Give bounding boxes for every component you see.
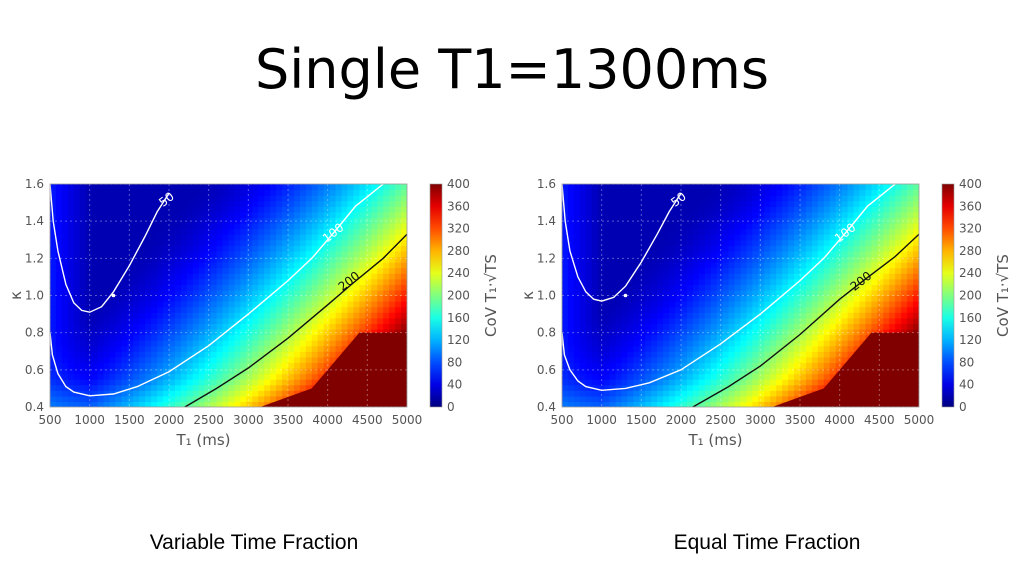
x-tick-label: 4500 xyxy=(352,413,383,427)
contour-line-50 xyxy=(562,184,682,302)
colorbar-tick-label: 240 xyxy=(447,266,470,280)
colorbar-tick-label: 120 xyxy=(959,333,982,347)
saturated-region xyxy=(772,332,919,407)
plot-frame xyxy=(49,183,408,408)
colorbar-tick-label: 360 xyxy=(959,199,982,213)
x-tick-label: 2000 xyxy=(666,413,697,427)
colorbar xyxy=(941,183,955,408)
y-axis-label: κ xyxy=(519,291,537,300)
x-axis-label: T₁ (ms) xyxy=(175,431,230,449)
contour-line-100 xyxy=(50,184,384,397)
colorbar-tick-label: 80 xyxy=(447,355,462,369)
x-tick-label: 5000 xyxy=(904,413,935,427)
x-tick-label: 1500 xyxy=(626,413,657,427)
marker-point xyxy=(623,293,628,298)
caption-variable-time-fraction: Variable Time Fraction xyxy=(149,531,359,554)
x-tick-label: 1000 xyxy=(74,413,105,427)
y-tick-label: 1.2 xyxy=(537,251,556,265)
x-tick-label: 5000 xyxy=(392,413,423,427)
colorbar-tick-label: 0 xyxy=(447,400,455,414)
contour-line-100 xyxy=(562,184,896,392)
colorbar-tick-label: 400 xyxy=(959,177,982,191)
slide-title: Single T1=1300ms xyxy=(255,38,769,101)
x-tick-label: 2000 xyxy=(154,413,185,427)
y-tick-label: 0.8 xyxy=(537,326,556,340)
x-tick-label: 4000 xyxy=(312,413,343,427)
x-tick-label: 500 xyxy=(551,413,574,427)
y-tick-label: 1.6 xyxy=(537,177,556,191)
saturated-region xyxy=(260,332,407,407)
colorbar-tick-label: 160 xyxy=(959,311,982,325)
x-tick-label: 4500 xyxy=(864,413,895,427)
x-tick-label: 4000 xyxy=(824,413,855,427)
colorbar-tick-label: 320 xyxy=(447,222,470,236)
colorbar-tick-label: 40 xyxy=(959,378,974,392)
heatmap-cells xyxy=(562,184,919,407)
contour-line-50 xyxy=(50,184,170,313)
heatmap-cells xyxy=(50,184,407,407)
y-tick-label: 1.6 xyxy=(25,177,44,191)
colorbar-tick-label: 240 xyxy=(959,266,982,280)
colorbar-tick-label: 40 xyxy=(447,378,462,392)
x-tick-label: 2500 xyxy=(193,413,224,427)
colorbar-label: CoV T₁·√TS xyxy=(482,254,500,337)
contour-line-200 xyxy=(184,233,407,407)
x-tick-label: 1000 xyxy=(586,413,617,427)
x-tick-label: 3500 xyxy=(785,413,816,427)
y-tick-label: 1.0 xyxy=(537,289,556,303)
colorbar-tick-label: 320 xyxy=(959,222,982,236)
x-tick-label: 500 xyxy=(39,413,62,427)
x-axis-label: T₁ (ms) xyxy=(687,431,742,449)
colorbar-label: CoV T₁·√TS xyxy=(994,254,1012,337)
x-tick-label: 2500 xyxy=(705,413,736,427)
colorbar-tick-label: 200 xyxy=(959,289,982,303)
contour-line-200 xyxy=(692,233,919,407)
y-tick-label: 0.4 xyxy=(25,400,44,414)
colorbar xyxy=(429,183,443,408)
colorbar-tick-label: 280 xyxy=(447,244,470,258)
colorbar-tick-label: 400 xyxy=(447,177,470,191)
y-tick-label: 0.6 xyxy=(25,363,44,377)
y-tick-label: 1.2 xyxy=(25,251,44,265)
x-tick-label: 1500 xyxy=(114,413,145,427)
x-tick-label: 3000 xyxy=(233,413,264,427)
colorbar-tick-label: 0 xyxy=(959,400,967,414)
y-tick-label: 0.4 xyxy=(537,400,556,414)
colorbar-tick-label: 280 xyxy=(959,244,982,258)
y-axis-label: κ xyxy=(7,291,25,300)
plot-frame xyxy=(561,183,920,408)
colorbar-tick-label: 80 xyxy=(959,355,974,369)
x-tick-label: 3000 xyxy=(745,413,776,427)
y-tick-label: 0.6 xyxy=(537,363,556,377)
colorbar-tick-label: 360 xyxy=(447,199,470,213)
y-tick-label: 1.0 xyxy=(25,289,44,303)
y-tick-label: 0.8 xyxy=(25,326,44,340)
caption-equal-time-fraction: Equal Time Fraction xyxy=(673,531,861,554)
colorbar-tick-label: 160 xyxy=(447,311,470,325)
x-tick-label: 3500 xyxy=(273,413,304,427)
colorbar-tick-label: 120 xyxy=(447,333,470,347)
marker-point xyxy=(111,293,116,298)
y-tick-label: 1.4 xyxy=(537,214,556,228)
y-tick-label: 1.4 xyxy=(25,214,44,228)
colorbar-tick-label: 200 xyxy=(447,289,470,303)
